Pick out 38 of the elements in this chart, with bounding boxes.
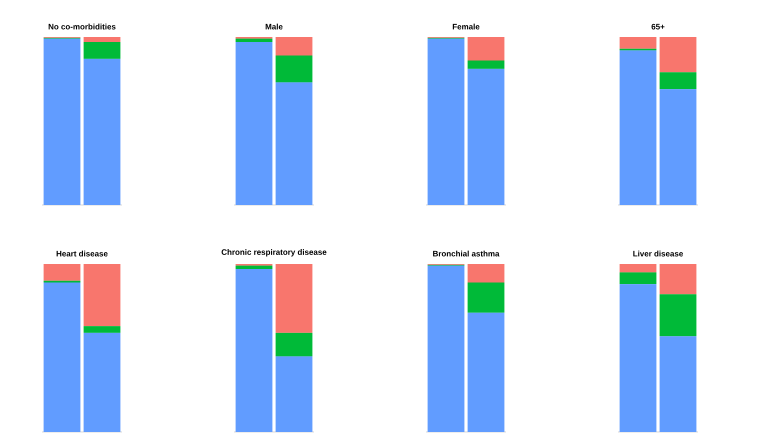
bar: [276, 356, 312, 432]
bar: [468, 282, 504, 313]
bar: [660, 89, 696, 205]
bar: [276, 36, 312, 56]
bar: [84, 332, 120, 432]
bar: [236, 266, 272, 270]
bar: [660, 36, 696, 72]
bar: [620, 264, 656, 272]
bar: [276, 82, 312, 205]
bar: [44, 264, 80, 281]
bar: [660, 264, 696, 294]
bar: [620, 272, 656, 284]
bar: [620, 284, 656, 432]
bar: [84, 264, 120, 326]
bar: [276, 332, 312, 356]
bar: [44, 282, 80, 432]
bar: [660, 72, 696, 90]
bar: [84, 58, 120, 205]
bar: [44, 38, 80, 205]
bar: [84, 42, 120, 59]
bar: [660, 336, 696, 432]
bar: [428, 38, 464, 205]
bar: [428, 266, 464, 432]
bar: [236, 269, 272, 432]
bar: [468, 60, 504, 69]
bar: [468, 312, 504, 432]
bar: [468, 68, 504, 205]
bar: [236, 42, 272, 205]
bar: [468, 264, 504, 282]
bar: [620, 36, 656, 49]
bar: [276, 55, 312, 82]
bar: [236, 38, 272, 42]
bar: [84, 36, 120, 42]
bar: [84, 326, 120, 333]
bar: [620, 50, 656, 205]
bar: [660, 294, 696, 336]
bar: [276, 264, 312, 333]
bar: [468, 36, 504, 61]
